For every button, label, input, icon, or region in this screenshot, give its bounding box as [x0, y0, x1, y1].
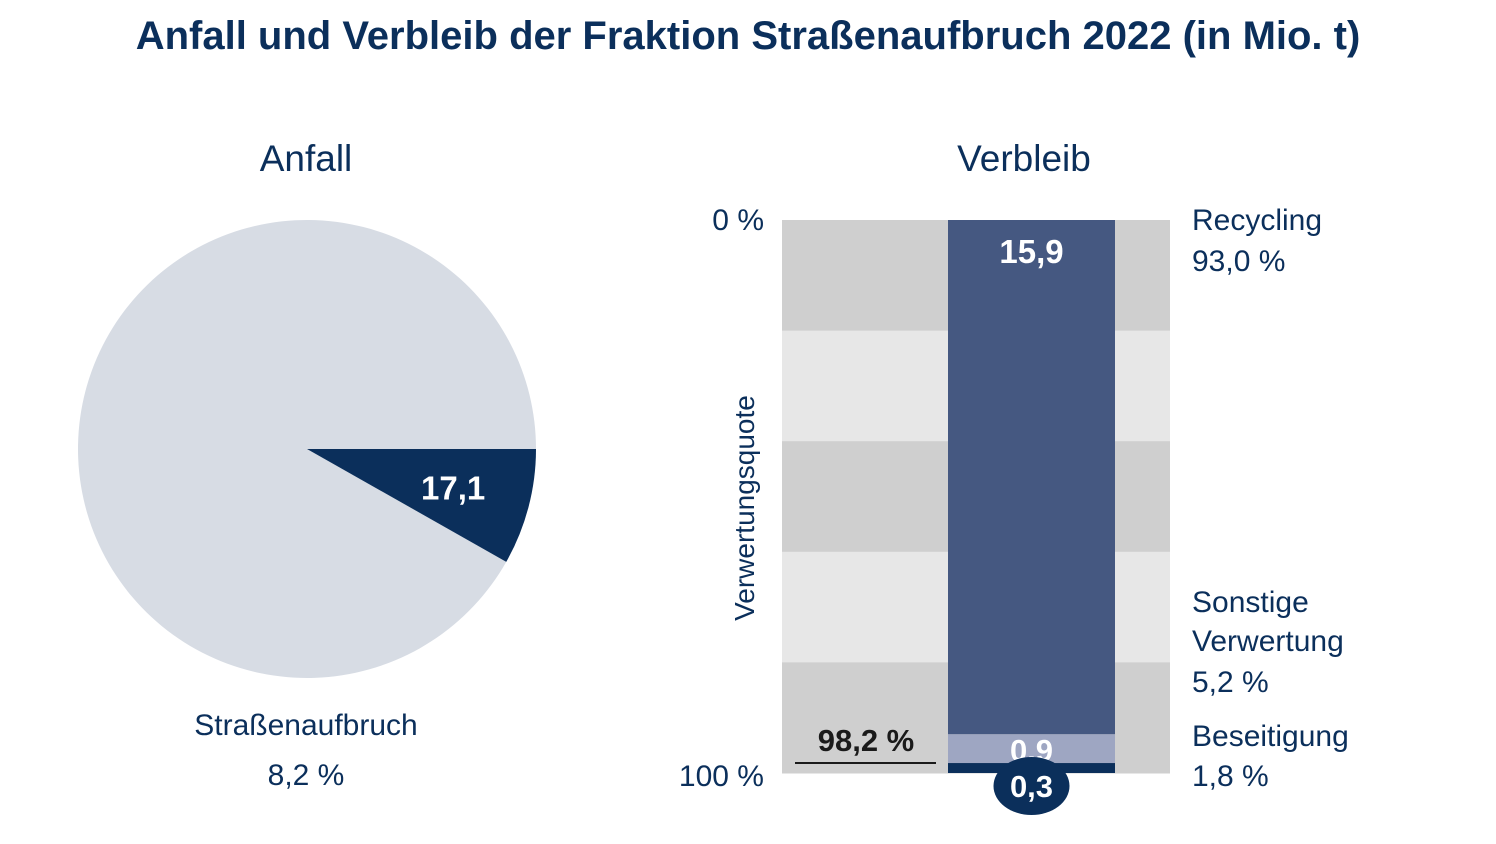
legend-recycling-share: 93,0 %	[1192, 245, 1286, 278]
bar-segment-recycling	[948, 220, 1115, 735]
legend-beseitigung-share: 1,8 %	[1192, 760, 1269, 793]
legend-sonstige-share: 5,2 %	[1192, 666, 1269, 699]
legend-sonstige-line2: Verwertung	[1192, 625, 1344, 658]
legend-beseitigung-name: Beseitigung	[1192, 720, 1349, 753]
y-tick-bottom: 100 %	[678, 760, 764, 793]
pie-slice-value-label: 17,1	[421, 470, 485, 507]
pie-title: Anfall	[259, 138, 353, 179]
bar-value-label-beseitigung: 0,3	[1010, 769, 1053, 804]
pie-slice-share: 8,2 %	[267, 759, 345, 792]
annotation-label: 98,2 %	[818, 723, 915, 758]
pie-slice-strassenaufbruch	[307, 449, 536, 562]
bar-title: Verbleib	[957, 138, 1091, 179]
legend-recycling-name: Recycling	[1192, 204, 1323, 237]
pie-slice-name: Straßenaufbruch	[194, 709, 418, 742]
page-title: Anfall und Verbleib der Fraktion Straßen…	[135, 14, 1361, 58]
bar-value-label-recycling: 15,9	[999, 233, 1063, 270]
y-tick-top: 0 %	[712, 204, 764, 237]
legend-sonstige-line1: Sonstige	[1192, 586, 1309, 619]
pie-slice-rest	[78, 219, 536, 678]
bar-value-badge-beseitigung	[993, 757, 1070, 815]
y-axis-label: Verwertungsquote	[729, 395, 760, 621]
